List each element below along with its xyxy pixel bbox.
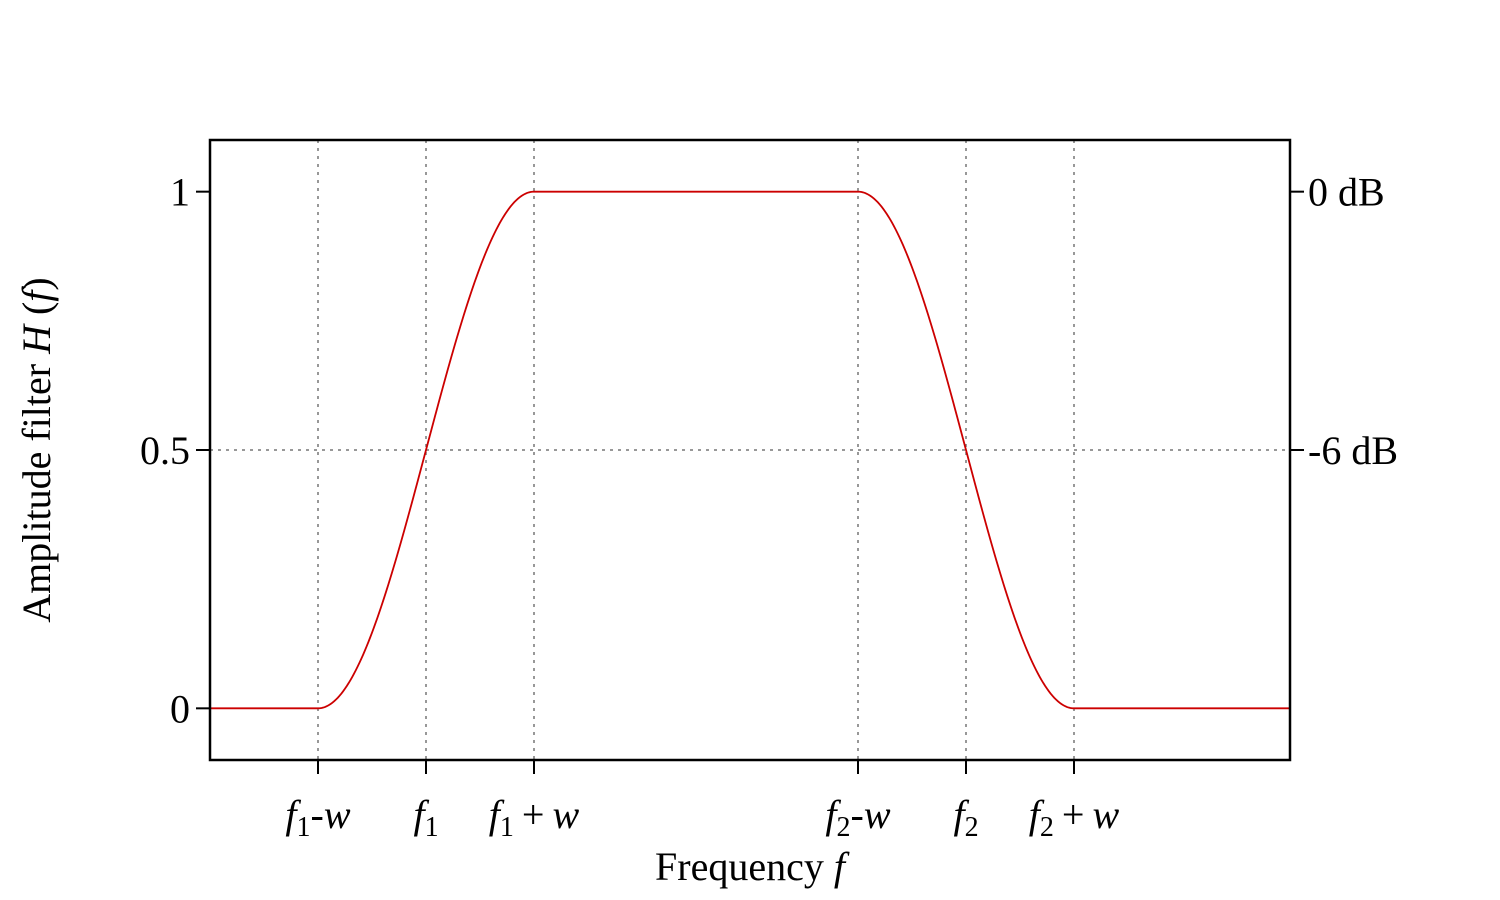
filter-response-line bbox=[210, 190, 1290, 710]
y2-tick-label: -6 dB bbox=[1308, 428, 1398, 473]
y-tick-label: 1 bbox=[170, 170, 190, 215]
axis-layer bbox=[196, 190, 1304, 774]
x-tick-label: f1-w bbox=[285, 792, 350, 843]
y-tick-label: 0 bbox=[170, 686, 190, 731]
grid-lines bbox=[210, 140, 1290, 760]
x-tick-label: f1 bbox=[413, 792, 438, 843]
y-axis-label: Amplitude filter H (f) bbox=[14, 277, 59, 623]
y2-tick-label: 0 dB bbox=[1308, 170, 1385, 215]
x-tick-label: f2 + w bbox=[1029, 792, 1120, 843]
x-tick-label: f2-w bbox=[825, 792, 890, 843]
x-tick-label: f2 bbox=[953, 792, 978, 843]
x-tick-label: f1 + w bbox=[489, 792, 580, 843]
y-tick-label: 0.5 bbox=[140, 428, 190, 473]
x-axis-label: Frequency f bbox=[655, 844, 850, 889]
curve-layer bbox=[210, 190, 1290, 710]
axis-labels: f1-w f1 f1 + w f2-w f2 f2 + w 0 0.5 1 0 dB -6 dB Fr… bbox=[14, 170, 1398, 889]
